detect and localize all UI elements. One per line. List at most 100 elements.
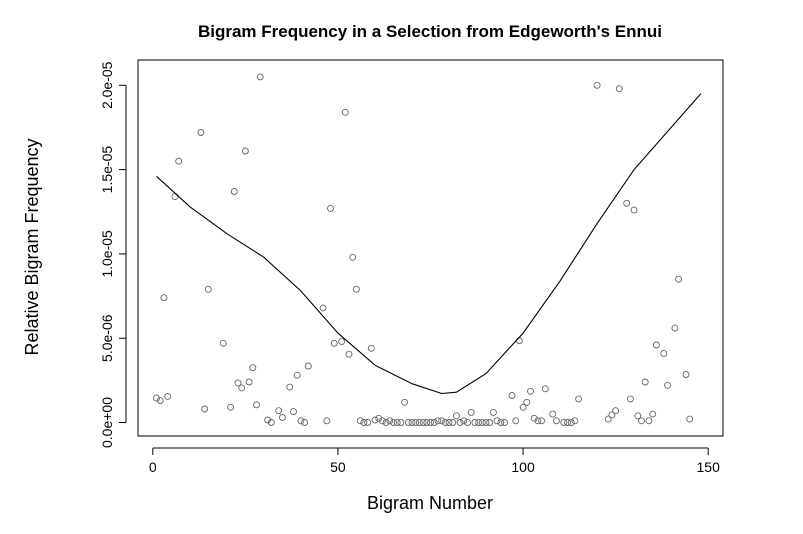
data-point bbox=[256, 73, 264, 81]
data-point bbox=[319, 304, 327, 312]
data-point bbox=[445, 419, 453, 426]
data-point bbox=[501, 419, 509, 426]
data-point bbox=[386, 417, 394, 425]
x-tick-label: 100 bbox=[511, 459, 535, 475]
data-point bbox=[390, 419, 397, 426]
data-point bbox=[456, 419, 464, 426]
data-point bbox=[290, 408, 297, 416]
data-point bbox=[430, 419, 438, 426]
data-point bbox=[464, 419, 471, 426]
data-point bbox=[241, 147, 249, 155]
data-point bbox=[301, 419, 309, 426]
y-tick-label: 0.0e+00 bbox=[99, 397, 115, 448]
data-points bbox=[153, 73, 694, 426]
data-point bbox=[675, 275, 683, 283]
data-point bbox=[427, 419, 434, 426]
data-point bbox=[638, 417, 645, 425]
y-tick-label: 1.5e-05 bbox=[99, 146, 115, 194]
data-point bbox=[438, 417, 446, 425]
data-point bbox=[267, 419, 275, 426]
x-tick-label: 50 bbox=[330, 459, 346, 475]
y-axis-label: Relative Bigram Frequency bbox=[22, 138, 42, 355]
data-point bbox=[593, 81, 601, 89]
data-point bbox=[564, 419, 571, 426]
data-point bbox=[645, 417, 653, 425]
data-point bbox=[419, 419, 427, 426]
data-point bbox=[327, 204, 334, 212]
data-point bbox=[345, 350, 353, 358]
data-point bbox=[330, 339, 338, 347]
data-point bbox=[304, 362, 312, 370]
data-point bbox=[449, 419, 457, 426]
data-point bbox=[293, 371, 301, 379]
y-axis: 0.0e+00 5.0e-06 1.0e-05 1.5e-05 2.0e-05 bbox=[99, 61, 127, 448]
data-point bbox=[415, 419, 423, 426]
data-point bbox=[493, 417, 501, 425]
data-point bbox=[538, 417, 546, 425]
data-point bbox=[615, 85, 623, 93]
data-point bbox=[486, 419, 494, 426]
data-point bbox=[604, 415, 612, 423]
data-point bbox=[489, 408, 497, 416]
data-point bbox=[397, 419, 405, 426]
data-point bbox=[227, 403, 235, 411]
data-point bbox=[160, 294, 168, 302]
data-point bbox=[660, 349, 668, 357]
data-point bbox=[460, 417, 468, 425]
plot-area bbox=[137, 59, 724, 437]
data-point bbox=[382, 419, 390, 426]
data-point bbox=[527, 387, 534, 395]
data-point bbox=[364, 419, 372, 426]
data-point bbox=[534, 417, 542, 425]
data-point bbox=[234, 379, 242, 387]
data-point bbox=[623, 199, 631, 207]
data-point bbox=[682, 371, 690, 378]
data-point bbox=[608, 411, 616, 419]
data-point bbox=[238, 384, 246, 392]
data-point bbox=[478, 419, 486, 426]
data-point bbox=[408, 419, 416, 426]
fit-line bbox=[156, 93, 702, 395]
y-tick-label: 5.0e-06 bbox=[99, 314, 115, 362]
data-point bbox=[204, 285, 212, 293]
data-point bbox=[297, 417, 305, 425]
chart-title: Bigram Frequency in a Selection from Edg… bbox=[198, 22, 662, 41]
data-point bbox=[352, 285, 360, 293]
data-point bbox=[356, 417, 364, 425]
y-tick-label: 2.0e-05 bbox=[99, 61, 115, 109]
data-point bbox=[341, 108, 349, 116]
data-point bbox=[249, 364, 257, 372]
data-point bbox=[515, 337, 523, 345]
data-point bbox=[541, 385, 549, 393]
data-point bbox=[560, 419, 568, 426]
data-point bbox=[641, 378, 649, 386]
data-point bbox=[552, 417, 560, 425]
data-point bbox=[219, 339, 227, 347]
data-point bbox=[371, 416, 379, 424]
data-point bbox=[412, 419, 420, 426]
data-point bbox=[338, 338, 346, 346]
data-point bbox=[360, 419, 368, 426]
data-point bbox=[567, 419, 575, 426]
data-point bbox=[523, 398, 531, 406]
data-point bbox=[401, 398, 409, 406]
data-point bbox=[671, 324, 679, 332]
data-point bbox=[323, 417, 331, 425]
x-tick-label: 0 bbox=[149, 459, 157, 475]
data-point bbox=[201, 405, 209, 413]
plot-frame bbox=[137, 59, 724, 437]
data-point bbox=[630, 206, 638, 214]
data-point bbox=[575, 395, 583, 403]
data-point bbox=[467, 408, 475, 416]
data-point bbox=[634, 412, 642, 420]
data-point bbox=[482, 419, 490, 426]
data-point bbox=[441, 419, 449, 426]
data-point bbox=[475, 419, 483, 426]
data-point bbox=[549, 410, 557, 418]
data-point bbox=[512, 417, 520, 425]
data-point bbox=[423, 419, 431, 426]
data-point bbox=[164, 392, 172, 400]
data-point bbox=[571, 417, 579, 425]
data-point bbox=[253, 401, 260, 409]
